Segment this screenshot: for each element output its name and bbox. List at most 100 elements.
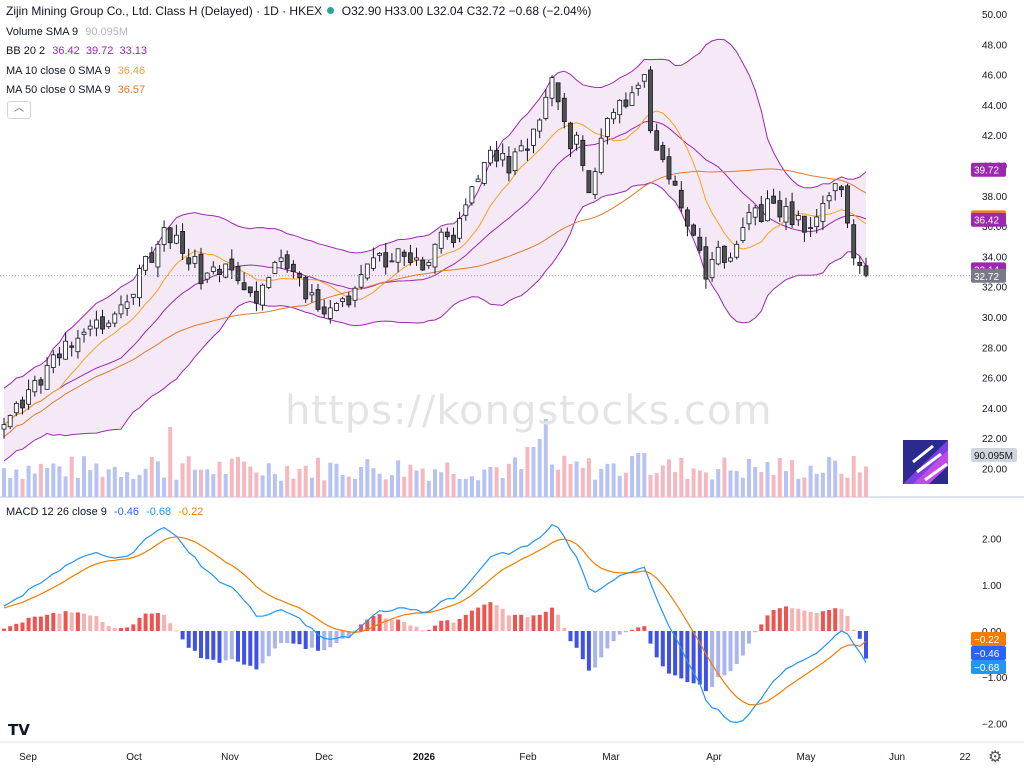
candle-body [709, 258, 715, 279]
candle-body [118, 304, 124, 315]
candle-body [487, 149, 493, 164]
macd-histogram-bar [45, 614, 50, 631]
macd-histogram-bar [777, 608, 782, 631]
macd-histogram-bar [414, 626, 419, 631]
candle-body [303, 276, 309, 300]
volume-bar [322, 480, 327, 497]
ma50-legend-name: MA 50 close 0 SMA 9 [6, 84, 111, 96]
time-axis-label: Nov [221, 752, 239, 763]
candle-body [691, 224, 696, 236]
candle-body [210, 266, 216, 272]
symbol-title[interactable]: Zijin Mining Group Co., Ltd. Class H (De… [6, 4, 323, 18]
collapse-legend-button[interactable]: ︿ [7, 101, 31, 119]
macd-histogram-bar [469, 610, 474, 631]
volume-legend-value: 90.095M [85, 26, 129, 38]
volume-bar [106, 469, 111, 497]
volume-bar [562, 455, 567, 497]
candle-body [420, 259, 426, 271]
volume-bar [334, 463, 339, 497]
candle-body [57, 353, 62, 359]
volume-bar [14, 469, 19, 497]
volume-bar [605, 463, 610, 497]
market-status-dot-icon [327, 7, 335, 14]
bb-legend[interactable]: BB 20 2 36.42 39.72 33.13 [6, 45, 147, 57]
price-tick-label: 46.00 [982, 71, 1007, 82]
macd-histogram-bar [20, 622, 25, 631]
macd-histogram-bar [654, 631, 659, 658]
price-axis-tag [971, 212, 1006, 227]
volume-bar [722, 457, 727, 497]
macd-legend[interactable]: MACD 12 26 close 9 -0.46 -0.68 -0.22 [6, 506, 203, 518]
candle-body [192, 255, 198, 264]
volume-bar [673, 472, 678, 497]
volume-bar [377, 473, 382, 497]
macd-histogram-bar [796, 608, 801, 631]
volume-bar [525, 447, 530, 497]
volume-bar [420, 468, 425, 497]
candle-body [746, 212, 752, 225]
tradingview-logo[interactable]: TV [8, 721, 30, 739]
candle-body [703, 246, 709, 280]
volume-bar [100, 476, 105, 497]
volume-bar [396, 460, 401, 497]
candle-body [32, 380, 38, 393]
candle-body [75, 337, 81, 353]
macd-histogram-bar [303, 631, 308, 649]
volume-bar [691, 468, 696, 497]
volume-bar [457, 479, 462, 497]
volume-bar [611, 463, 616, 497]
candle-body [598, 137, 604, 173]
macd-legend-v3: -0.22 [178, 506, 204, 518]
volume-bar [488, 467, 493, 497]
macd-histogram-bar [531, 615, 536, 631]
macd-histogram-bar [396, 619, 401, 631]
time-axis-label: 22 [959, 752, 971, 763]
volume-bar [537, 439, 542, 497]
volume-bar [242, 461, 247, 497]
kongstocks-logo-icon[interactable] [903, 440, 948, 484]
price-tick-label: 50.00 [982, 10, 1007, 21]
volume-bar [710, 479, 715, 497]
volume-bar [285, 465, 290, 497]
watermark-text: https://kongstocks.com [285, 388, 773, 434]
candle-body [272, 262, 278, 274]
candle-body [654, 130, 660, 151]
candle-body [278, 257, 284, 262]
price-tick-label: 48.00 [982, 40, 1007, 51]
macd-histogram-bar [316, 631, 320, 651]
gear-icon[interactable]: ⚙ [988, 749, 1003, 766]
candle-body [334, 302, 339, 311]
volume-bar [297, 469, 302, 497]
time-axis-label: Sep [19, 752, 37, 763]
price-axis-tag [971, 268, 1006, 283]
volume-bar [20, 479, 25, 497]
candle-body [426, 262, 432, 266]
volume-bar [383, 479, 388, 497]
candle-body [740, 227, 746, 242]
candle-body [839, 186, 844, 191]
ma50-legend-value: 36.57 [117, 84, 146, 96]
candle-body [401, 251, 407, 257]
price-tick-label: 34.00 [982, 252, 1007, 263]
candle-body [20, 399, 25, 409]
macd-legend-name: MACD 12 26 close 9 [6, 506, 107, 518]
candle-body [50, 354, 56, 368]
ma50-legend[interactable]: MA 50 close 0 SMA 9 36.57 [6, 84, 145, 96]
volume-bar [519, 469, 524, 497]
candle-body [678, 189, 684, 209]
volume-bar [482, 469, 487, 497]
macd-histogram-bar [543, 611, 548, 631]
volume-bar [623, 472, 628, 497]
macd-histogram-bar [174, 630, 179, 632]
macd-histogram-bar [439, 620, 444, 631]
volume-bar [827, 457, 832, 497]
candle-body [432, 243, 438, 268]
ma10-legend[interactable]: MA 10 close 0 SMA 9 36.46 [6, 65, 145, 77]
candle-body [543, 96, 549, 119]
volume-bar [833, 460, 838, 497]
macd-histogram-bar [199, 631, 203, 658]
volume-bar [857, 472, 862, 497]
volume-legend[interactable]: Volume SMA 9 90.095M [6, 26, 128, 38]
volume-bar [75, 477, 80, 497]
